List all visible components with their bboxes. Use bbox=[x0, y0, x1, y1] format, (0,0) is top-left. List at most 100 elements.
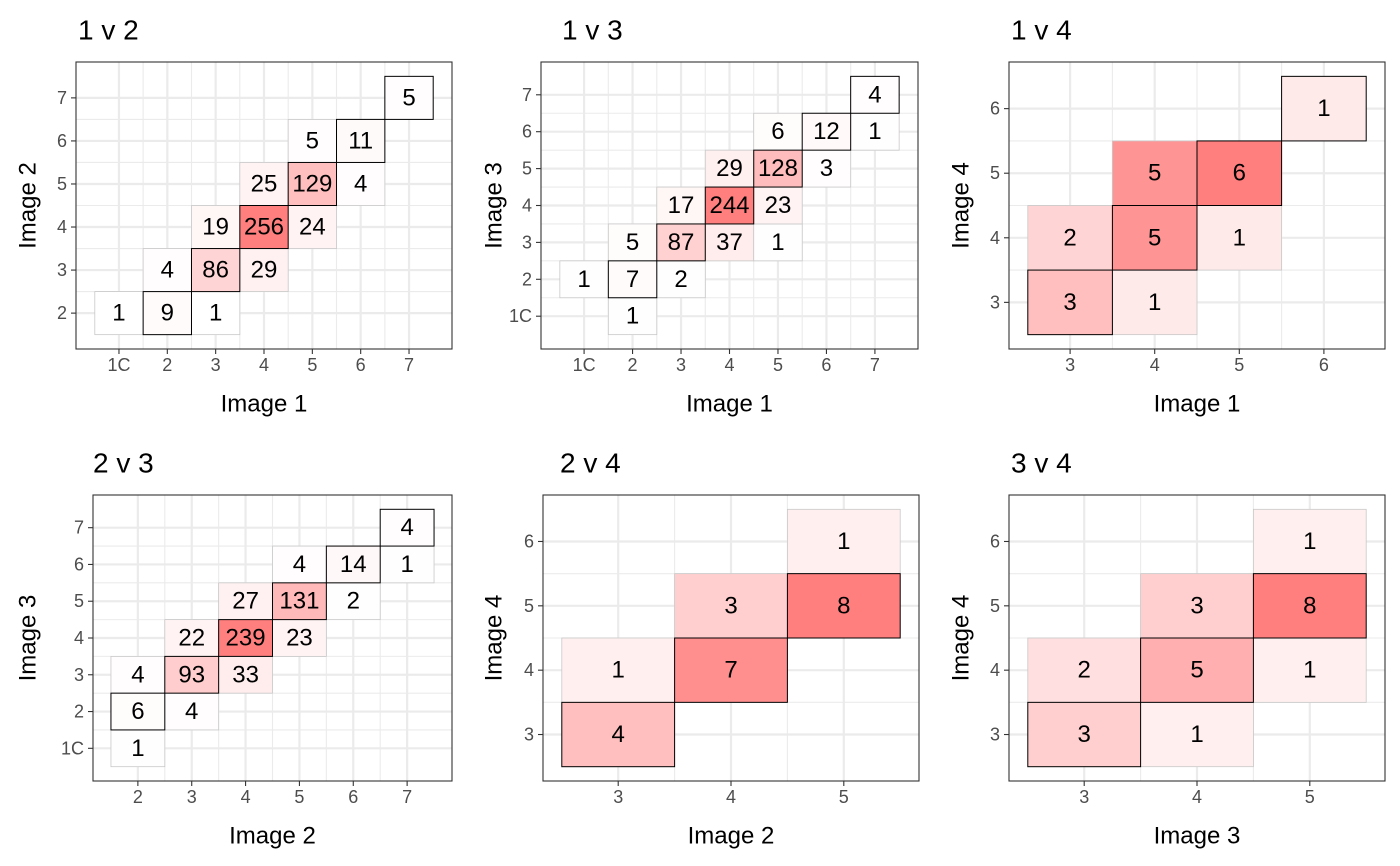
tile-value-label: 86 bbox=[202, 257, 229, 284]
heatmap-tile-2-2 bbox=[142, 291, 192, 336]
tile-value-label: 29 bbox=[716, 155, 743, 182]
tile-value-label: 22 bbox=[178, 625, 205, 652]
y-tick-label: 7 bbox=[57, 88, 67, 108]
x-tick-label: 4 bbox=[1150, 355, 1160, 375]
heatmap-tile-5-5 bbox=[786, 573, 901, 639]
y-tick-label: 4 bbox=[522, 196, 532, 216]
tile-value-label: 17 bbox=[668, 192, 695, 219]
heatmap-tile-3-4 bbox=[1027, 637, 1142, 703]
x-tick-label: 5 bbox=[307, 355, 317, 375]
heatmap-tile-6-6 bbox=[1281, 75, 1367, 142]
heatmap-tile-5-5 bbox=[287, 161, 338, 206]
y-axis-title: Image 4 bbox=[948, 162, 975, 249]
y-axis-title: Image 3 bbox=[15, 595, 42, 682]
heatmap-tile-4-3 bbox=[1112, 269, 1198, 336]
tile-value-label: 23 bbox=[286, 625, 313, 652]
tile-value-label: 3 bbox=[1190, 592, 1203, 619]
tile-value-label: 1 bbox=[131, 735, 144, 762]
tile-value-label: 1 bbox=[626, 303, 639, 330]
tile-value-label: 9 bbox=[161, 300, 174, 327]
heatmap-tile-6-6 bbox=[801, 112, 852, 151]
tile-value-label: 87 bbox=[668, 229, 695, 256]
x-axis-title: Image 1 bbox=[1154, 391, 1241, 418]
y-axis-title: Image 2 bbox=[15, 162, 42, 249]
heatmap-tile-2-3 bbox=[142, 248, 192, 293]
heatmap-tile-3-3 bbox=[1027, 701, 1142, 768]
heatmap-tile-4-4 bbox=[704, 186, 755, 225]
heatmap-tile-4-4 bbox=[218, 619, 273, 657]
heatmap-tile-4-5 bbox=[674, 573, 788, 639]
x-axis-title: Image 3 bbox=[1154, 823, 1241, 850]
y-tick-label: 7 bbox=[74, 518, 84, 538]
x-tick-label: 3 bbox=[1065, 355, 1075, 375]
tile-value-label: 6 bbox=[1233, 160, 1246, 187]
tile-value-label: 7 bbox=[626, 266, 639, 293]
tile-value-label: 29 bbox=[251, 257, 278, 284]
heatmap-tile-5-5 bbox=[272, 582, 327, 621]
heatmap-tile-5-4 bbox=[287, 205, 337, 249]
y-tick-label: 5 bbox=[57, 174, 67, 194]
tile-value-label: 256 bbox=[244, 214, 284, 241]
y-tick-label: 1C bbox=[61, 738, 84, 758]
x-tick-label: 7 bbox=[404, 355, 414, 375]
y-tick-label: 3 bbox=[990, 292, 1000, 312]
y-tick-label: 5 bbox=[522, 159, 532, 179]
heatmap-tile-2-3 bbox=[110, 655, 166, 694]
heatmap-tile-3-4 bbox=[656, 186, 706, 225]
x-tick-label: 7 bbox=[402, 787, 412, 807]
tile-value-label: 11 bbox=[348, 127, 373, 154]
y-tick-label: 2 bbox=[522, 269, 532, 289]
heatmap-tile-3-4 bbox=[1027, 205, 1113, 271]
y-tick-label: 4 bbox=[524, 660, 534, 680]
x-tick-label: 3 bbox=[1079, 787, 1089, 807]
tile-value-label: 3 bbox=[820, 155, 833, 182]
x-tick-label: 4 bbox=[726, 787, 736, 807]
tile-value-label: 6 bbox=[131, 698, 144, 725]
tile-value-label: 24 bbox=[299, 214, 326, 241]
y-tick-label: 4 bbox=[74, 628, 84, 648]
x-tick-label: 5 bbox=[839, 787, 849, 807]
tile-value-label: 5 bbox=[1148, 160, 1161, 187]
y-tick-label: 3 bbox=[74, 665, 84, 685]
x-tick-label: 4 bbox=[259, 355, 269, 375]
tile-value-label: 25 bbox=[251, 170, 278, 197]
tile-value-label: 1 bbox=[1317, 95, 1330, 122]
heatmap-tile-4-3 bbox=[218, 655, 273, 694]
tile-value-label: 1 bbox=[1190, 721, 1203, 748]
tile-value-label: 1 bbox=[400, 551, 413, 578]
heatmap-tile-5-6 bbox=[1253, 508, 1367, 575]
y-tick-label: 5 bbox=[524, 596, 534, 616]
x-axis-title: Image 1 bbox=[686, 391, 773, 418]
heatmap-tile-4-4 bbox=[674, 637, 788, 703]
tile-value-label: 129 bbox=[292, 170, 332, 197]
tile-value-label: 4 bbox=[400, 514, 413, 541]
y-tick-label: 7 bbox=[522, 85, 532, 105]
heatmap-tile-5-4 bbox=[1196, 205, 1282, 271]
heatmap-tile-4-3 bbox=[239, 248, 289, 293]
heatmap-tile-4-5 bbox=[239, 162, 289, 206]
x-axis-title: Image 2 bbox=[688, 823, 775, 850]
heatmap-tile-3-2 bbox=[164, 692, 220, 731]
chart-title: 1 v 4 bbox=[1011, 15, 1072, 46]
x-tick-label: 4 bbox=[724, 355, 734, 375]
x-tick-label: 7 bbox=[870, 355, 880, 375]
y-tick-label: 6 bbox=[990, 99, 1000, 119]
heatmap-tile-3-3 bbox=[190, 248, 241, 293]
y-axis-title: Image 4 bbox=[948, 595, 975, 682]
heatmap-tile-1C-2 bbox=[559, 260, 609, 299]
chart-title: 2 v 3 bbox=[93, 448, 154, 479]
tile-value-label: 239 bbox=[226, 625, 266, 652]
heatmap-tile-7-7 bbox=[384, 75, 434, 120]
x-tick-label: 2 bbox=[133, 787, 143, 807]
heatmap-tile-4-3 bbox=[1140, 701, 1254, 768]
x-tick-label: 5 bbox=[294, 787, 304, 807]
tile-value-label: 33 bbox=[232, 661, 259, 688]
x-tick-label: 2 bbox=[162, 355, 172, 375]
tile-value-label: 1 bbox=[1233, 224, 1246, 251]
chart-title: 3 v 4 bbox=[1011, 448, 1072, 479]
x-tick-label: 1C bbox=[573, 355, 596, 375]
y-tick-label: 3 bbox=[57, 260, 67, 280]
